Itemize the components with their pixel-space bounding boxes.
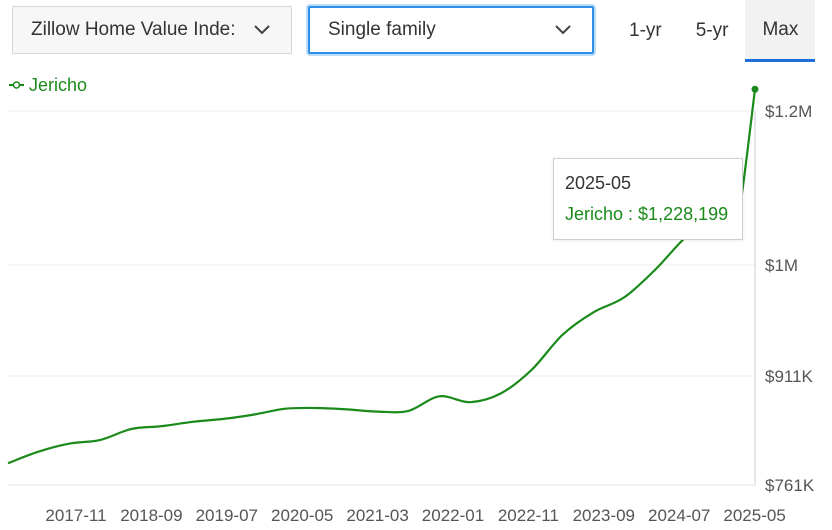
tooltip-date: 2025-05 [565, 173, 632, 193]
x-tick-label: 2021-03 [346, 506, 408, 525]
grid-lines [8, 110, 755, 377]
y-tick-label: $761K [765, 476, 815, 495]
y-tick-label: $1M [765, 256, 798, 275]
x-tick-label: 2024-07 [648, 506, 710, 525]
x-tick-label: 2020-05 [271, 506, 333, 525]
index-select-value: Zillow Home Value Inde: [31, 19, 236, 40]
x-tick-label: 2019-07 [196, 506, 258, 525]
legend-label-jericho[interactable]: Jericho [29, 75, 87, 95]
tooltip-separator: : [623, 204, 639, 224]
home-type-select-value: Single family [328, 19, 436, 40]
line-chart: Jericho $1.2M $1M $911K $761K 2017-11 2018-09… [7, 75, 815, 525]
index-select[interactable]: Zillow Home Value Inde: [12, 6, 292, 54]
x-tick-label: 2023-09 [573, 506, 635, 525]
x-tick-label: 2025-05 [723, 506, 785, 525]
chart-tooltip: 2025-05 Jericho : $1,228,199 [553, 158, 743, 240]
range-tab-5yr[interactable]: 5-yr [695, 20, 729, 41]
range-tab-1yr[interactable]: 1-yr [629, 20, 662, 41]
series-line-jericho [7, 89, 757, 465]
y-tick-label: $1.2M [765, 102, 812, 121]
chart-legend: Jericho [9, 75, 87, 95]
axes [8, 111, 756, 486]
tooltip-value-row: Jericho : $1,228,199 [565, 204, 731, 225]
series-lines [7, 85, 759, 465]
x-tick-label: 2018-09 [120, 506, 182, 525]
hover-point-marker[interactable] [751, 85, 759, 93]
tick-labels: $1.2M $1M $911K $761K 2017-11 2018-09 2019-07 2… [45, 102, 814, 525]
x-tick-label: 2022-11 [498, 506, 559, 525]
tooltip-value: $1,228,199 [638, 204, 729, 224]
tooltip-series-name: Jericho [565, 204, 624, 224]
chevron-down-icon [251, 19, 273, 41]
y-tick-label: $911K [765, 367, 814, 386]
range-tab-max[interactable]: Max [745, 0, 816, 62]
home-type-select[interactable]: Single family [308, 6, 594, 54]
range-tabs: 1-yr 5-yr Max [612, 0, 816, 62]
x-tick-label: 2017-11 [45, 506, 106, 525]
legend-marker-icon [12, 81, 21, 89]
chevron-down-icon [552, 19, 574, 41]
x-tick-label: 2022-01 [422, 506, 484, 525]
